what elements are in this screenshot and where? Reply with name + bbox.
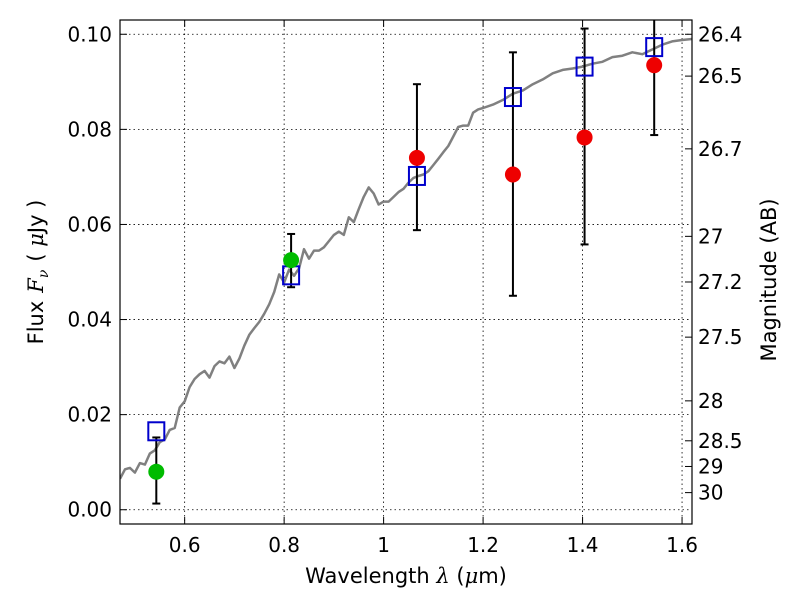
x-tick-label: 1 <box>377 533 390 557</box>
observed-flux-point <box>408 149 425 166</box>
model-photometry-square <box>147 421 166 442</box>
y-tick-label: 0.00 <box>67 498 112 522</box>
magnitude-tick-label: 26.7 <box>698 137 743 161</box>
magnitude-tick-label: 28.5 <box>698 429 743 453</box>
y-axis-label: FluxFν( μJy ) <box>24 200 52 345</box>
y-tick-label: 0.02 <box>67 403 112 427</box>
x-tick-label: 1.2 <box>467 533 499 557</box>
x-tick-label: 0.6 <box>169 533 201 557</box>
magnitude-tick-label: 28 <box>698 389 723 413</box>
model-photometry-square <box>503 87 522 108</box>
model-sed-line <box>120 37 692 480</box>
observed-flux-point <box>504 166 521 183</box>
y-tick-label: 0.06 <box>67 212 112 236</box>
magnitude-tick-label: 27.2 <box>698 270 743 294</box>
model-photometry-square <box>407 165 426 186</box>
y-tick-label: 0.04 <box>67 308 112 332</box>
plot-area <box>120 20 692 505</box>
secondary-y-axis-label: Magnitude (AB) <box>757 198 781 361</box>
magnitude-tick-label: 29 <box>698 454 723 478</box>
x-axis-label: Wavelength λ (μm) <box>305 564 507 588</box>
observed-flux-point <box>283 252 300 269</box>
magnitude-tick-label: 30 <box>698 481 723 505</box>
y-tick-label: 0.10 <box>67 22 112 46</box>
axis-ticks <box>120 20 692 524</box>
magnitude-tick-label: 26.5 <box>698 64 743 88</box>
plot-frame <box>119 19 693 525</box>
grid-lines <box>120 20 692 524</box>
x-tick-label: 0.8 <box>268 533 300 557</box>
observed-flux-point <box>576 129 593 146</box>
model-photometry-square <box>645 37 664 58</box>
magnitude-tick-label: 27 <box>698 224 723 248</box>
observed-flux-point <box>148 463 165 480</box>
magnitude-tick-label: 26.4 <box>698 22 743 46</box>
model-photometry-square <box>575 56 594 77</box>
observed-flux-point <box>646 57 663 74</box>
x-tick-label: 1.6 <box>666 533 698 557</box>
magnitude-tick-label: 27.5 <box>698 325 743 349</box>
x-tick-label: 1.4 <box>567 533 599 557</box>
y-tick-label: 0.08 <box>67 117 112 141</box>
